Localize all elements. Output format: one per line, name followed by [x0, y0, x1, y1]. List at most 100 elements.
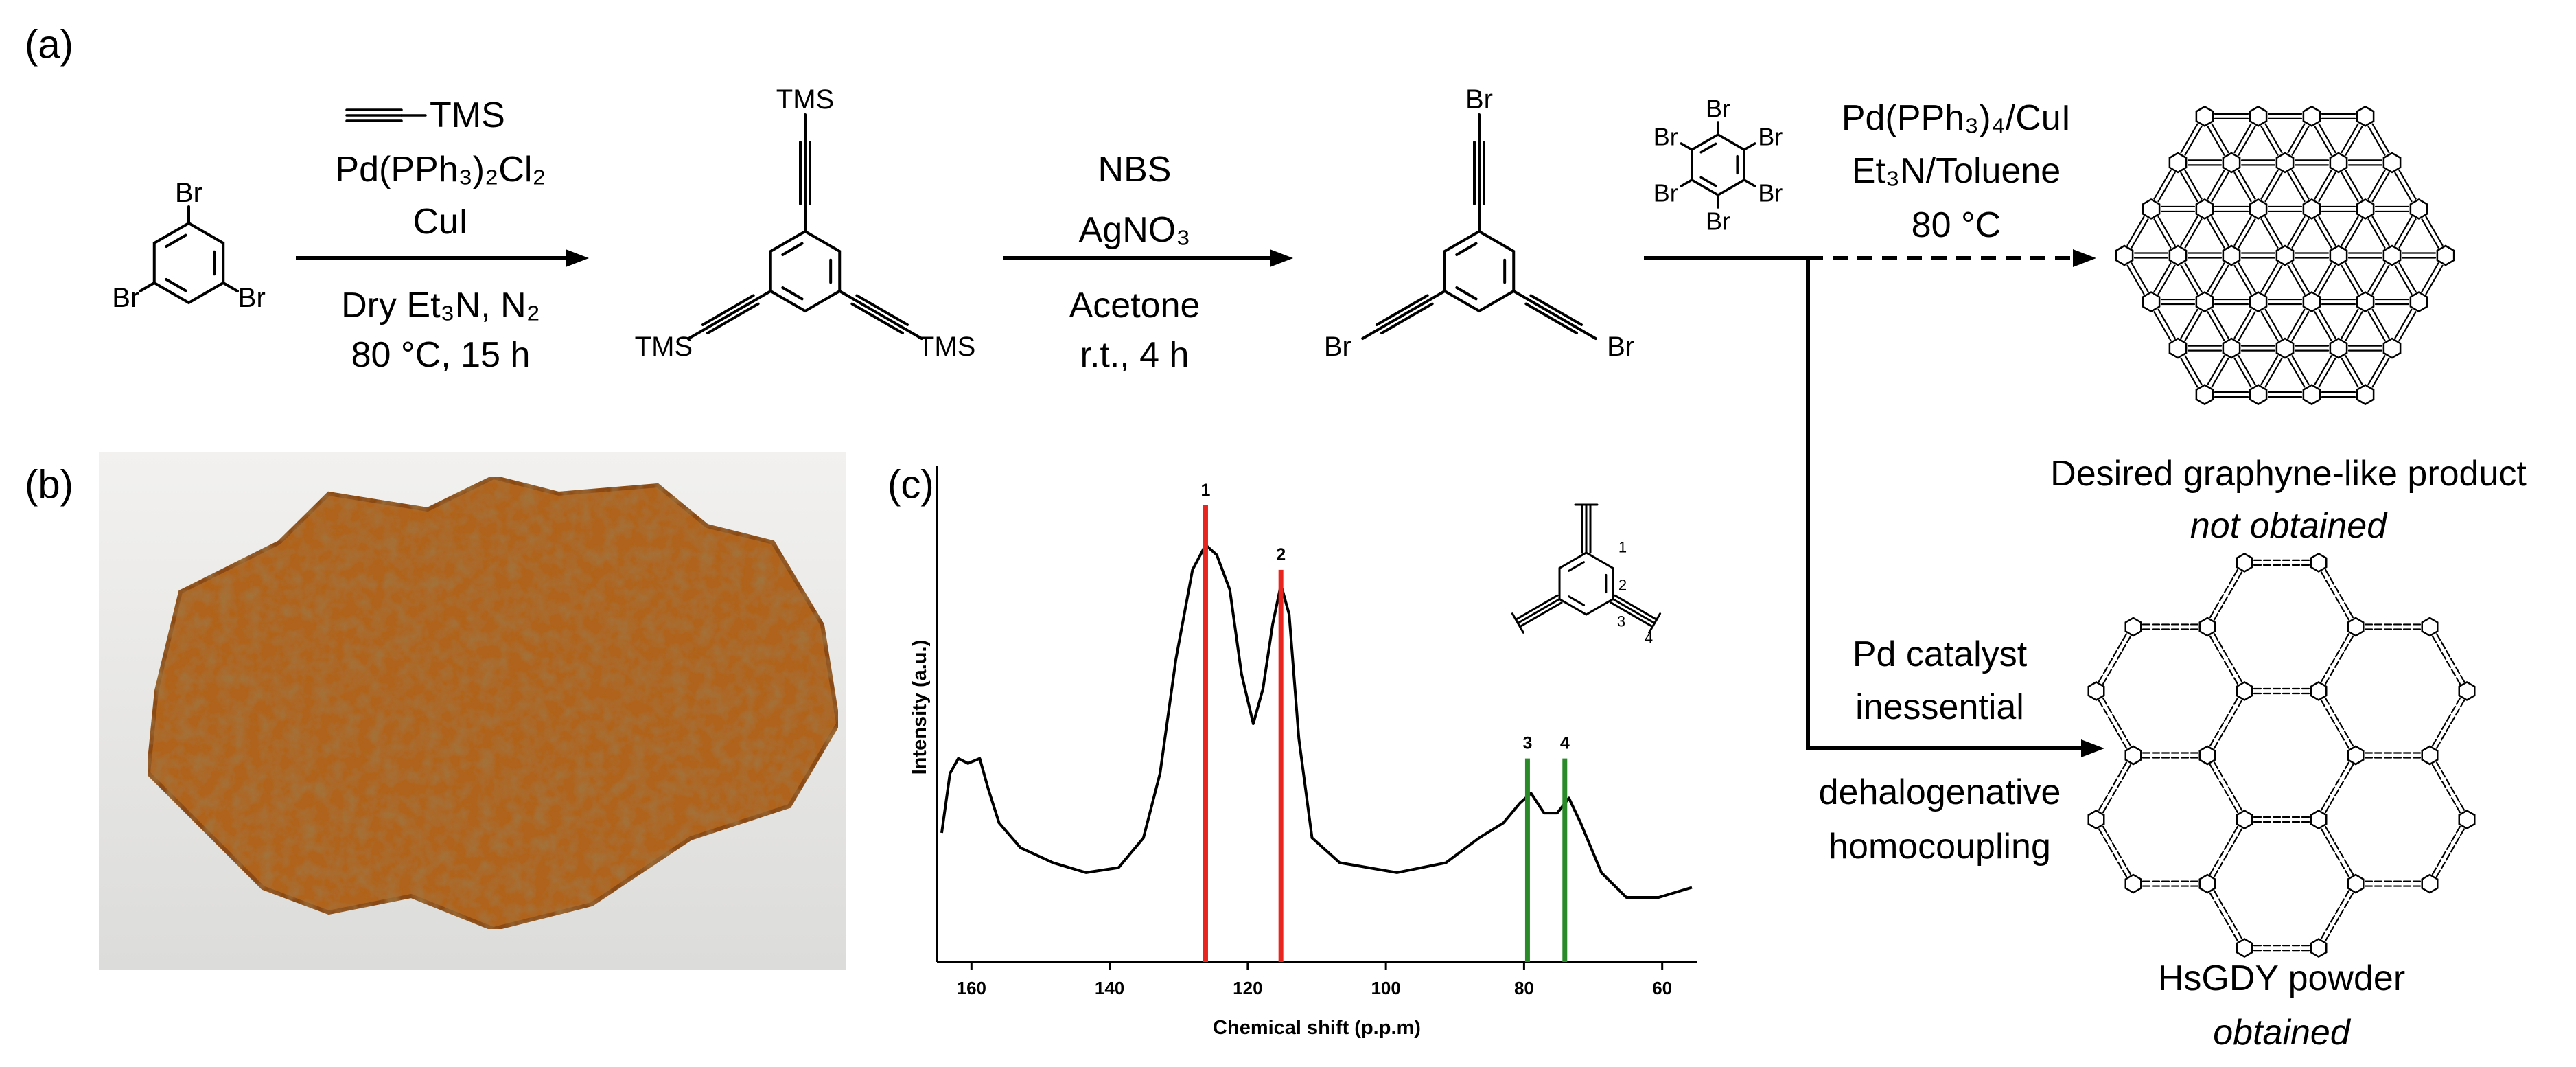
benzene-ring: [2124, 617, 2142, 637]
network-bond: [2264, 216, 2283, 246]
network-bond: [2320, 571, 2350, 621]
condition-text: 80 °C, 15 h: [351, 335, 531, 375]
benzene-ring: [2302, 291, 2321, 312]
reagent-text: Pd catalyst: [1853, 634, 2028, 674]
reagent-text: inessential: [1855, 687, 2024, 727]
double-bond: [1455, 286, 1478, 301]
network-bond: [2345, 311, 2363, 341]
network-bond: [2398, 311, 2417, 341]
benzene-ring: [2409, 291, 2428, 312]
network-bond: [2398, 170, 2417, 200]
double-bond: [1699, 176, 1717, 187]
network-bond: [2314, 125, 2332, 156]
network-bond: [2180, 308, 2198, 339]
benzene-ring: [2382, 152, 2402, 174]
triple-bond: [1524, 302, 1578, 335]
double-bond: [781, 242, 804, 256]
network-bond: [2184, 170, 2203, 200]
bracket: [1648, 612, 1662, 634]
bracket: [1511, 612, 1524, 634]
network-bond: [2126, 216, 2145, 246]
benzene-ring: [2275, 244, 2295, 266]
reagent-text: AgNO₃: [1079, 210, 1191, 250]
network-bond: [2126, 264, 2145, 295]
x-tick-label: 140: [1095, 978, 1124, 998]
network-bond: [2324, 892, 2354, 942]
reagent-text: CuI: [413, 202, 469, 242]
benzene-ring: [2436, 244, 2455, 266]
spectrum-line: [940, 543, 1693, 899]
network-bond: [2341, 264, 2359, 295]
network-bond: [2233, 308, 2252, 339]
peak-label: 3: [1522, 734, 1532, 753]
benzene-ring: [2115, 244, 2134, 266]
network-bond: [2318, 308, 2336, 339]
panel-label: (a): [25, 23, 73, 67]
triple-bond: [1514, 594, 1559, 621]
triple-bond: [850, 302, 904, 335]
single-bond: [903, 328, 923, 340]
single-bond: [1361, 328, 1381, 340]
benzene-ring: [2195, 105, 2214, 127]
network-bond: [2318, 357, 2336, 388]
network-bond: [2431, 697, 2461, 747]
network-bond: [2264, 308, 2283, 339]
network-bond: [2394, 216, 2413, 246]
network-bond: [2318, 264, 2336, 295]
network-bond: [2287, 264, 2306, 295]
benzene-ring: [2382, 244, 2402, 266]
network-bond: [2153, 170, 2172, 200]
network-bond: [2213, 890, 2243, 939]
benzene-ring: [2249, 291, 2268, 312]
network-bond: [2425, 264, 2444, 295]
network-bond: [2184, 355, 2203, 386]
network-bond: [2425, 216, 2444, 246]
network-bond: [2318, 123, 2336, 154]
network-bond: [2260, 170, 2279, 200]
network-bond: [2207, 170, 2225, 200]
network-bond: [2213, 633, 2243, 682]
network-bond: [2157, 172, 2176, 203]
network-bond: [2209, 825, 2239, 875]
double-bond: [781, 286, 804, 301]
benzene-ring: [2310, 810, 2328, 829]
network-bond: [2157, 308, 2176, 339]
network-bond: [2367, 355, 2386, 386]
network-bond: [2213, 761, 2243, 811]
triple-bond: [1612, 598, 1656, 624]
benzene-ring: [2222, 244, 2241, 266]
triple-bond: [1614, 594, 1658, 621]
network-bond: [2320, 890, 2350, 939]
single-bond: [1512, 290, 1530, 301]
network-bond: [2324, 697, 2354, 747]
network-bond: [2211, 172, 2229, 203]
x-axis-label: Chemical shift (p.p.m): [1213, 1017, 1421, 1039]
network-bond: [2318, 172, 2336, 203]
network-bond: [2320, 761, 2350, 811]
benzene-ring: [152, 221, 225, 305]
network-bond: [2180, 123, 2198, 154]
benzene-ring: [2421, 873, 2439, 894]
network-bond: [2098, 633, 2128, 682]
network-bond: [2367, 170, 2386, 200]
condition-text: Acetone: [1069, 286, 1200, 325]
network-bond: [2287, 308, 2306, 339]
network-bond: [2314, 218, 2332, 249]
network-bond: [2367, 125, 2386, 156]
benzene-ring: [2329, 244, 2348, 266]
benzene-ring: [2275, 337, 2295, 359]
network-bond: [2260, 262, 2279, 292]
triple-bond: [704, 298, 758, 330]
double-bond: [165, 278, 187, 292]
network-bond: [2394, 308, 2413, 339]
network-bond: [2435, 700, 2465, 749]
benzene-ring: [2168, 337, 2188, 359]
network-bond: [2291, 125, 2310, 156]
network-bond: [2367, 218, 2386, 249]
network-bond: [2209, 569, 2239, 619]
network-bond: [2180, 216, 2198, 246]
network-bond: [2209, 764, 2239, 814]
single-bond: [1743, 179, 1756, 187]
atom-label: TMS: [918, 332, 975, 362]
